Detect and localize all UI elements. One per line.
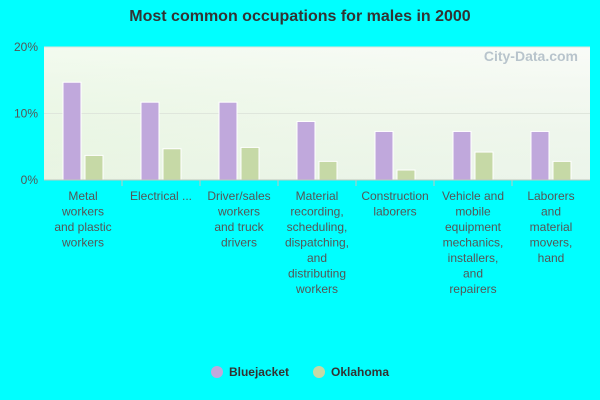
legend-item-oklahoma: Oklahoma — [313, 365, 389, 379]
category-label: Vehicle and mobile equipment mechanics, inst… — [442, 189, 504, 296]
bar-bluejacket-0 — [62, 81, 82, 181]
category-label: Laborers and material movers, hand — [527, 189, 574, 265]
category-label: Material recording, scheduling, dispatching… — [285, 189, 349, 296]
bar-oklahoma-2 — [240, 146, 260, 181]
category-label: Construction laborers — [361, 189, 428, 219]
bar-oklahoma-5 — [474, 151, 494, 181]
category-label: Driver/sales workers and truck drivers — [207, 189, 270, 250]
category-labels: Metal workers and plastic workers Electrical… — [54, 189, 574, 296]
bar-bluejacket-2 — [218, 101, 238, 181]
bar-bluejacket-3 — [296, 120, 316, 181]
bar-bluejacket-1 — [140, 101, 160, 181]
legend-label-oklahoma: Oklahoma — [331, 365, 390, 379]
legend-label-bluejacket: Bluejacket — [228, 365, 289, 379]
legend-swatch-bluejacket — [210, 366, 223, 378]
y-tick-label: 20% — [14, 40, 38, 54]
legend-item-bluejacket: Bluejacket — [210, 365, 289, 379]
y-tick-label: 0% — [21, 173, 39, 187]
gridlines — [44, 46, 590, 114]
legend-swatch-oklahoma — [313, 366, 325, 378]
bar-oklahoma-3 — [318, 160, 338, 181]
y-axis: 0% 10% 20% — [14, 40, 590, 187]
watermark-text: City-Data.com — [484, 48, 578, 64]
bar-bluejacket-6 — [530, 130, 550, 181]
bar-oklahoma-4 — [396, 169, 416, 181]
bar-oklahoma-1 — [162, 148, 182, 181]
bar-oklahoma-6 — [552, 160, 572, 181]
bar-bluejacket-5 — [452, 130, 472, 181]
category-label: Metal workers and plastic workers — [54, 189, 111, 250]
chart-title: Most common occupations for males in 200… — [129, 8, 471, 25]
category-label: Electrical ... — [130, 189, 192, 203]
y-tick-label: 10% — [14, 107, 38, 121]
bar-bluejacket-4 — [374, 130, 394, 181]
legend: Bluejacket Oklahoma — [0, 365, 600, 379]
watermark: City-Data.com — [484, 48, 578, 64]
bar-oklahoma-0 — [84, 154, 104, 181]
